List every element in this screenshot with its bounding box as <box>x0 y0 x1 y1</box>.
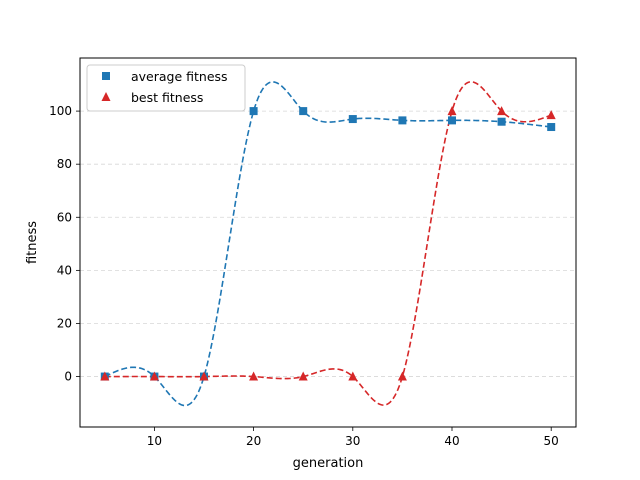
y-tick-label-40: 40 <box>57 263 72 277</box>
legend-box <box>86 64 246 112</box>
y-tick-label-80: 80 <box>57 157 72 171</box>
x-tick-label-10: 10 <box>147 434 162 448</box>
series-lines <box>104 81 552 407</box>
point-1-2 <box>199 371 209 381</box>
series-markers <box>100 106 556 381</box>
y-tick-label-100: 100 <box>49 104 72 118</box>
legend-label-average-fitness: average fitness <box>131 69 228 84</box>
legend: average fitness best fitness <box>86 64 246 112</box>
point-0-7 <box>448 116 456 125</box>
point-0-4 <box>299 107 308 116</box>
axis-ticks: 10 20 30 40 50 0 20 40 60 80 100 <box>49 104 559 448</box>
x-axis-label: generation <box>293 456 364 471</box>
series-line-0 <box>104 81 552 407</box>
legend-marker-best-fitness <box>101 92 111 101</box>
point-0-5 <box>348 115 357 124</box>
y-tick-label-0: 0 <box>64 370 72 384</box>
point-1-9 <box>546 110 556 120</box>
point-1-6 <box>397 371 407 381</box>
plot-frame <box>79 57 577 428</box>
legend-label-best-fitness: best fitness <box>131 90 203 105</box>
point-0-9 <box>547 123 556 132</box>
grid-lines <box>80 110 576 377</box>
y-axis-label: fitness <box>25 221 40 264</box>
series-line-1 <box>104 81 552 406</box>
point-0-6 <box>398 116 407 125</box>
point-1-8 <box>497 106 507 116</box>
point-1-7 <box>447 106 457 116</box>
point-1-1 <box>149 371 159 381</box>
x-tick-label-50: 50 <box>544 434 559 448</box>
point-1-4 <box>298 371 308 381</box>
x-tick-label-20: 20 <box>246 434 261 448</box>
point-1-0 <box>100 371 110 381</box>
legend-marker-average-fitness <box>102 72 110 80</box>
y-tick-label-60: 60 <box>57 210 72 224</box>
x-tick-label-40: 40 <box>444 434 459 448</box>
point-1-3 <box>249 371 259 381</box>
x-tick-label-30: 30 <box>345 434 360 448</box>
y-tick-label-20: 20 <box>57 316 72 330</box>
point-1-5 <box>348 371 358 381</box>
point-0-3 <box>249 107 258 116</box>
point-0-8 <box>497 117 506 126</box>
